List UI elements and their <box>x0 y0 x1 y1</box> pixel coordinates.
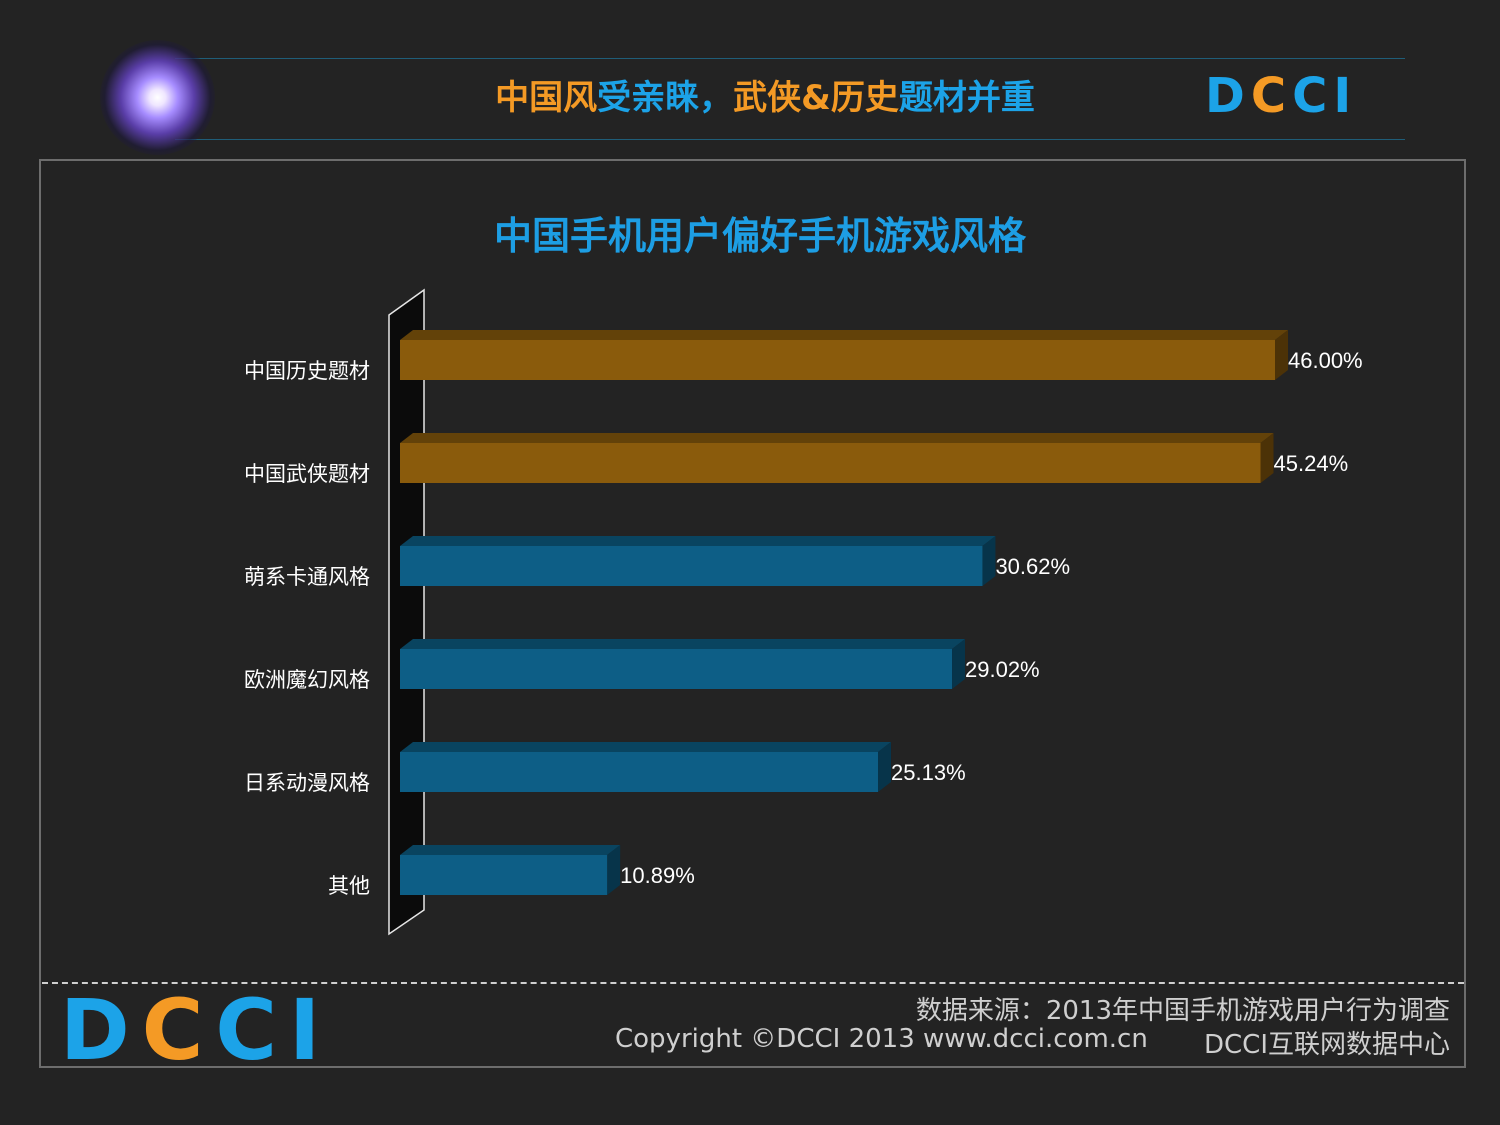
axis-wall <box>388 288 425 936</box>
category-label-2: 中国武侠题材 <box>244 462 370 486</box>
logo-letter-c1: C <box>1250 68 1293 124</box>
category-label-6: 其他 <box>328 874 370 898</box>
bar-6 <box>400 855 608 895</box>
dcci-logo-top: DCCI <box>1205 68 1357 124</box>
category-label-4: 欧洲魔幻风格 <box>244 668 370 692</box>
logo-letter-i: I <box>1333 68 1358 124</box>
value-label-2: 45.24% <box>1274 451 1349 476</box>
bar-top-3 <box>400 536 996 546</box>
logo-bottom-letter-d: D <box>60 981 142 1079</box>
bar-end-2 <box>1260 433 1274 483</box>
bar-end-1 <box>1275 330 1288 380</box>
value-label-4: 29.02% <box>965 657 1040 682</box>
bar-top-2 <box>400 433 1274 443</box>
bar-5 <box>400 752 879 792</box>
dcci-logo-bottom: DCCI <box>60 985 332 1075</box>
logo-bottom-letter-c1: C <box>141 981 216 1079</box>
value-label-6: 10.89% <box>620 863 695 888</box>
bar-1 <box>400 340 1275 380</box>
bar-top-4 <box>400 639 966 649</box>
category-label-5: 日系动漫风格 <box>244 771 370 795</box>
slide-title: 中国风受亲睐，武侠&历史题材并重 <box>400 70 1130 119</box>
logo-letter-c2: C <box>1292 68 1334 124</box>
category-label-1: 中国历史题材 <box>244 359 370 383</box>
footer-divider <box>42 982 1464 984</box>
starburst-decoration <box>100 40 215 155</box>
bar-end-6 <box>607 845 621 895</box>
value-label-1: 46.00% <box>1288 348 1363 373</box>
value-label-5: 25.13% <box>891 760 966 785</box>
logo-bottom-letter-i: I <box>289 981 333 1079</box>
content-frame <box>39 159 1466 1068</box>
title-part-4: 题材并重 <box>898 78 1035 118</box>
header-band <box>175 58 1405 140</box>
logo-letter-d: D <box>1205 68 1251 124</box>
bar-top-6 <box>400 845 621 855</box>
value-label-3: 30.62% <box>995 554 1070 579</box>
bar-end-3 <box>982 536 996 586</box>
bar-4 <box>400 649 953 689</box>
bar-top-1 <box>400 330 1288 340</box>
logo-bottom-letter-c2: C <box>215 981 290 1079</box>
bar-end-4 <box>952 639 966 689</box>
title-part-2: 受亲睐， <box>597 78 734 118</box>
category-label-3: 萌系卡通风格 <box>244 565 370 589</box>
chart-title: 中国手机用户偏好手机游戏风格 <box>493 214 1026 258</box>
center-name: DCCI互联网数据中心 <box>1204 1030 1450 1060</box>
copyright: Copyright ©DCCI 2013 www.dcci.com.cn <box>615 1024 1148 1054</box>
bar-3 <box>400 546 983 586</box>
title-part-3: 武侠&历史 <box>733 78 899 118</box>
data-source: 数据来源：2013年中国手机游戏用户行为调查 <box>915 996 1450 1026</box>
bar-2 <box>400 443 1261 483</box>
bar-end-5 <box>878 742 892 792</box>
title-part-1: 中国风 <box>495 78 598 118</box>
bar-top-5 <box>400 742 892 752</box>
